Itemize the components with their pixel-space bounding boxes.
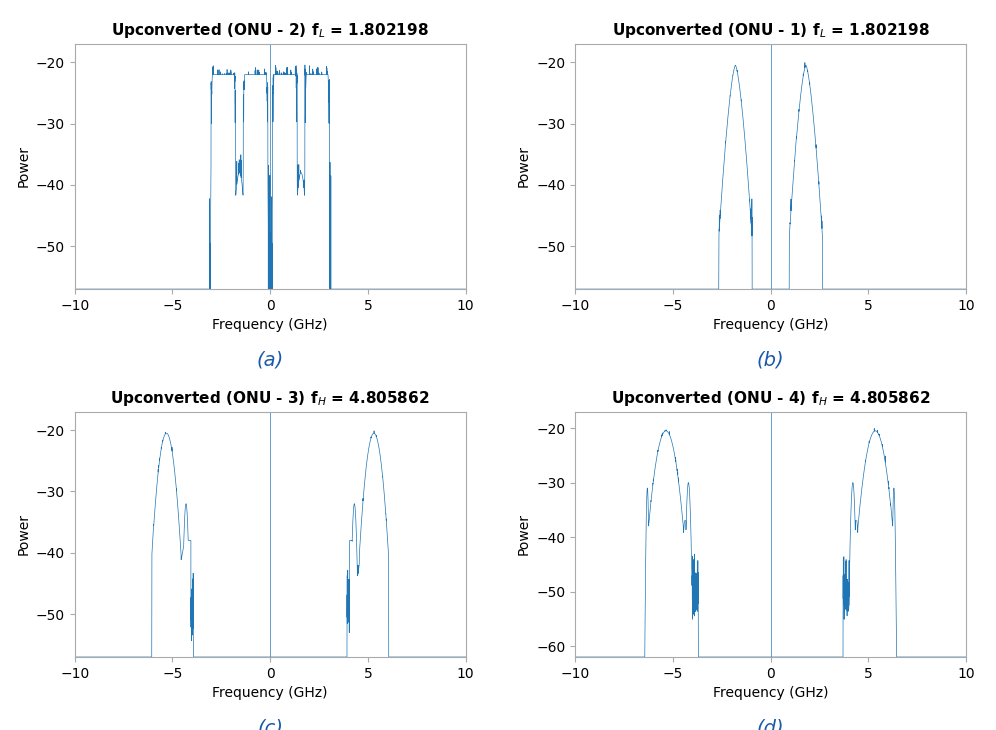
Text: (c): (c) (257, 718, 283, 730)
Y-axis label: Power: Power (517, 513, 531, 556)
Y-axis label: Power: Power (16, 145, 30, 188)
Title: Upconverted (ONU - 3) f$_{H}$ = 4.805862: Upconverted (ONU - 3) f$_{H}$ = 4.805862 (111, 389, 430, 408)
X-axis label: Frequency (GHz): Frequency (GHz) (212, 318, 328, 332)
Y-axis label: Power: Power (16, 513, 30, 556)
X-axis label: Frequency (GHz): Frequency (GHz) (713, 318, 829, 332)
X-axis label: Frequency (GHz): Frequency (GHz) (713, 686, 829, 700)
Title: Upconverted (ONU - 1) f$_{L}$ = 1.802198: Upconverted (ONU - 1) f$_{L}$ = 1.802198 (612, 21, 929, 40)
Text: (b): (b) (757, 350, 785, 369)
X-axis label: Frequency (GHz): Frequency (GHz) (212, 686, 328, 700)
Y-axis label: Power: Power (517, 145, 531, 188)
Title: Upconverted (ONU - 2) f$_{L}$ = 1.802198: Upconverted (ONU - 2) f$_{L}$ = 1.802198 (112, 21, 429, 40)
Text: (a): (a) (257, 350, 284, 369)
Text: (d): (d) (757, 718, 785, 730)
Title: Upconverted (ONU - 4) f$_{H}$ = 4.805862: Upconverted (ONU - 4) f$_{H}$ = 4.805862 (611, 389, 930, 408)
